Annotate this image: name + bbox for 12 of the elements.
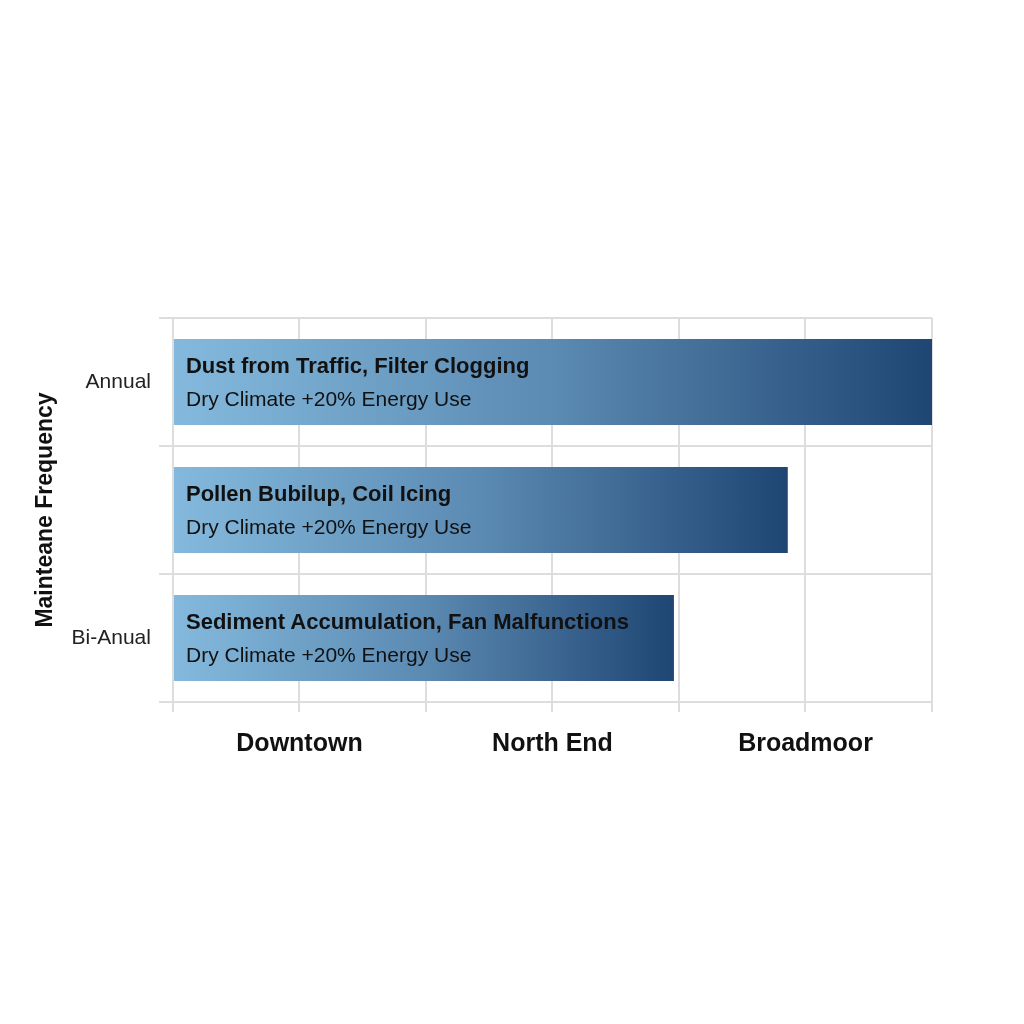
annotation: Dry Climate +20% Energy Use [185,386,472,410]
y-tick-label: Bi-Anual [71,624,151,648]
text: Broadmoor [738,727,874,756]
annotation: Dry Climate +20% Energy Use [185,642,472,666]
annotation: Sediment Accumulation, Fan Malfunctions [185,609,629,635]
text: North End [492,727,613,756]
annotation: Pollen Bubilup, Coil Icing [185,481,452,507]
annotation: Dust from Traffic, Filter Clogging [185,353,530,379]
y-axis-title: Mainteane Frequency [31,392,58,628]
text: Downtown [236,727,363,756]
annotation: Dry Climate +20% Energy Use [185,514,472,538]
y-tick-label: Annual [85,368,151,392]
